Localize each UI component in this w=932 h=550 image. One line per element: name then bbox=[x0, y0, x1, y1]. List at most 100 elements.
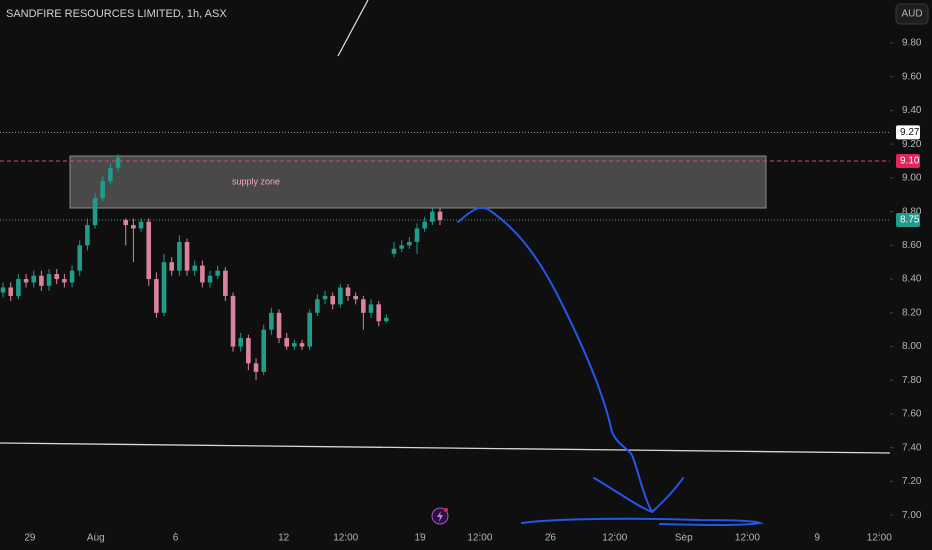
price-tag bbox=[896, 154, 920, 169]
candle-body bbox=[100, 181, 106, 199]
candle-body bbox=[123, 220, 129, 226]
candle-body bbox=[131, 225, 136, 229]
event-dot bbox=[444, 508, 448, 512]
candle-body bbox=[77, 245, 83, 271]
price-tag bbox=[896, 213, 920, 228]
candle-body bbox=[322, 295, 328, 300]
y-tick-label: 7.00 bbox=[902, 510, 922, 521]
candle-body bbox=[223, 270, 228, 296]
x-tick-label: 12:00 bbox=[735, 533, 760, 544]
candle-body bbox=[437, 211, 443, 221]
candle-body bbox=[138, 221, 144, 229]
candle-body bbox=[69, 270, 75, 283]
price-tag-label: 9.10 bbox=[900, 156, 920, 167]
candle-body bbox=[62, 279, 67, 283]
y-tick-label: 7.80 bbox=[902, 375, 922, 386]
candle-body bbox=[207, 275, 213, 283]
chart-title: SANDFIRE RESOURCES LIMITED, 1h, ASX bbox=[6, 8, 227, 20]
candle-body bbox=[215, 270, 221, 276]
y-tick-label: 9.40 bbox=[902, 105, 922, 116]
y-tick-label: 7.60 bbox=[902, 409, 922, 420]
y-tick-label: 8.60 bbox=[902, 240, 922, 251]
y-tick-label: 7.20 bbox=[902, 476, 922, 487]
candle-body bbox=[330, 295, 335, 305]
candle-body bbox=[246, 338, 251, 364]
y-tick-label: 9.20 bbox=[902, 139, 922, 150]
x-tick-label: 12:00 bbox=[867, 533, 892, 544]
candle-body bbox=[54, 274, 60, 280]
event-bolt bbox=[437, 511, 443, 522]
y-tick-label: 9.00 bbox=[902, 173, 922, 184]
candle-body bbox=[353, 295, 358, 300]
candle-body bbox=[184, 241, 190, 271]
candle-body bbox=[177, 241, 182, 271]
y-tick-label: 9.80 bbox=[902, 38, 922, 49]
candle-body bbox=[39, 275, 44, 286]
x-tick-label: 12:00 bbox=[467, 533, 492, 544]
price-tag-label: 9.27 bbox=[900, 127, 920, 138]
x-tick-label: 29 bbox=[24, 533, 36, 544]
x-tick-label: 12:00 bbox=[602, 533, 627, 544]
y-tick-label: 8.20 bbox=[902, 307, 922, 318]
candle-body bbox=[338, 287, 343, 305]
candle-body bbox=[0, 287, 6, 293]
candle-body bbox=[8, 287, 14, 296]
hand-drawing bbox=[457, 206, 764, 526]
candle-body bbox=[414, 228, 420, 242]
y-tick-label: 8.80 bbox=[902, 206, 922, 217]
candle-body bbox=[284, 338, 290, 347]
candle-body bbox=[169, 262, 175, 271]
candle-body bbox=[46, 274, 52, 286]
candle-body bbox=[299, 343, 305, 347]
candle-body bbox=[230, 295, 236, 347]
trend-line bbox=[0, 442, 891, 454]
price-tag-label: 8.75 bbox=[900, 215, 920, 226]
candle-body bbox=[384, 317, 389, 322]
x-tick-label: 6 bbox=[173, 533, 179, 544]
candle-body bbox=[368, 304, 374, 313]
candle-body bbox=[161, 262, 167, 313]
candle-body bbox=[31, 275, 37, 283]
candle-body bbox=[154, 279, 159, 313]
candle-body bbox=[391, 248, 397, 254]
currency-button[interactable] bbox=[895, 3, 929, 25]
x-tick-label: 9 bbox=[814, 533, 820, 544]
candle-body bbox=[399, 245, 404, 249]
candle-body bbox=[85, 225, 90, 246]
candle-body bbox=[269, 312, 274, 330]
x-tick-label: Aug bbox=[87, 533, 105, 544]
trend-line-top bbox=[337, 0, 369, 57]
currency-label: AUD bbox=[901, 9, 922, 20]
candle-body bbox=[345, 287, 351, 296]
candle-body bbox=[430, 211, 435, 222]
candle-body bbox=[361, 299, 366, 313]
y-tick-label: 9.60 bbox=[902, 71, 922, 82]
x-tick-label: 12 bbox=[278, 533, 290, 544]
x-tick-label: 19 bbox=[415, 533, 427, 544]
candle-body bbox=[200, 265, 205, 283]
candle-body bbox=[422, 221, 427, 229]
candle-body bbox=[307, 312, 312, 347]
candle-body bbox=[192, 265, 198, 271]
y-tick-label: 8.00 bbox=[902, 341, 922, 352]
candle-body bbox=[238, 338, 244, 347]
x-tick-label: Sep bbox=[675, 533, 693, 544]
candle-body bbox=[108, 167, 113, 182]
candle-body bbox=[261, 329, 267, 372]
candle-body bbox=[253, 363, 259, 372]
x-tick-label: 12:00 bbox=[333, 533, 358, 544]
candle-body bbox=[16, 279, 21, 296]
y-tick-label: 7.40 bbox=[902, 442, 922, 453]
x-tick-label: 26 bbox=[545, 533, 557, 544]
price-tag bbox=[896, 125, 920, 140]
candle-body bbox=[407, 241, 412, 246]
supply-zone bbox=[69, 155, 767, 209]
candle-body bbox=[276, 312, 282, 339]
candle-body bbox=[115, 157, 121, 168]
zone-label: supply zone bbox=[232, 176, 280, 186]
candle-body bbox=[315, 299, 320, 313]
candle-body bbox=[292, 343, 297, 347]
